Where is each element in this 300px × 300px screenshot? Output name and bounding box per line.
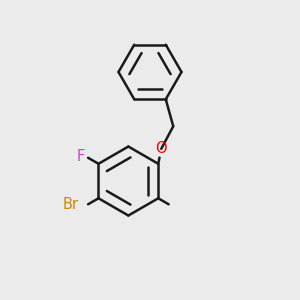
Text: F: F [76,149,85,164]
Text: Br: Br [62,197,79,212]
Text: O: O [155,141,167,156]
